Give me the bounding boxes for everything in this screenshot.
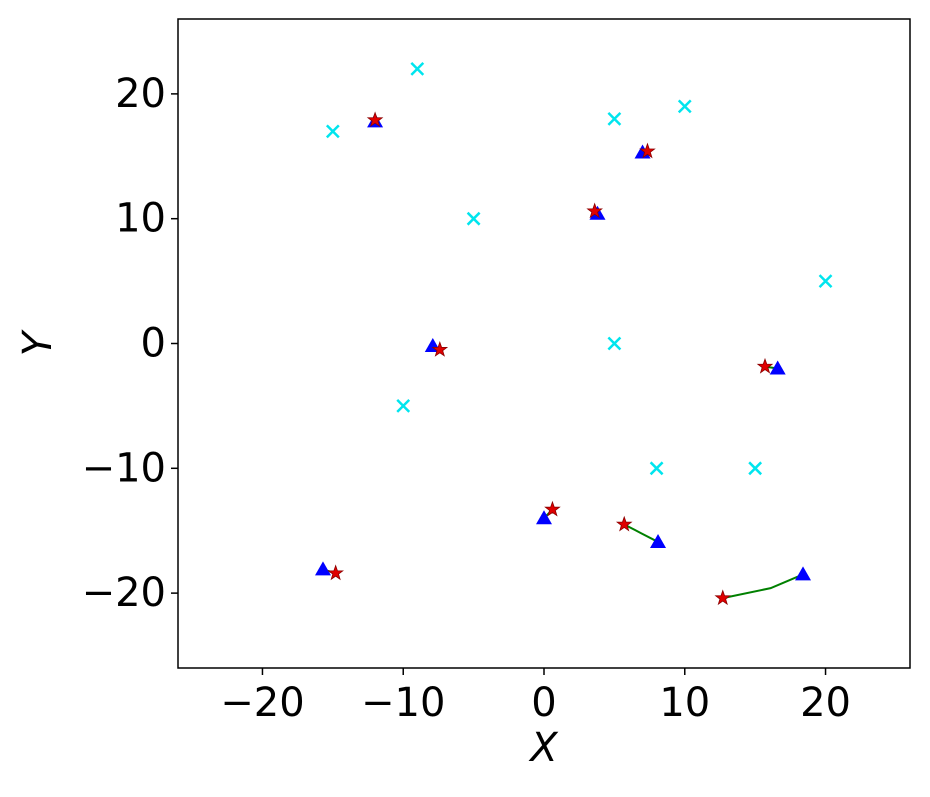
end-marker — [615, 515, 633, 532]
target-marker — [396, 399, 411, 413]
y-axis-label: Y — [15, 328, 61, 356]
start-marker — [769, 360, 786, 375]
y-tick-label: −10 — [82, 445, 166, 491]
target-marker — [818, 274, 833, 288]
start-marker — [795, 566, 812, 581]
x-tick-label: 0 — [531, 680, 556, 726]
target-marker — [607, 336, 622, 351]
start-marker — [314, 561, 331, 576]
target-marker — [607, 111, 622, 126]
x-tick-label: 20 — [800, 680, 851, 726]
y-tick-label: 10 — [115, 196, 166, 242]
trajectory — [722, 573, 804, 600]
end-marker — [327, 564, 344, 581]
target-marker — [466, 211, 481, 226]
x-tick-label: −20 — [220, 680, 304, 726]
y-tick-label: 20 — [115, 71, 166, 117]
x-axis-label: X — [528, 725, 559, 771]
target-marker — [649, 461, 664, 476]
trajectory — [623, 523, 659, 543]
y-tick-label: 0 — [141, 321, 166, 367]
end-marker — [366, 111, 384, 128]
end-marker — [544, 500, 561, 517]
end-marker — [756, 357, 774, 374]
y-tick-label: −20 — [82, 570, 166, 616]
start-marker — [650, 533, 667, 548]
end-marker — [431, 341, 449, 357]
target-marker — [748, 461, 763, 476]
target-marker — [325, 124, 340, 139]
plot-frame — [177, 18, 911, 669]
x-tick-label: 10 — [659, 680, 710, 726]
x-tick-label: −10 — [361, 680, 445, 726]
target-marker — [410, 62, 425, 76]
start-marker — [536, 510, 552, 525]
end-marker — [586, 202, 603, 219]
end-marker — [639, 142, 656, 159]
end-marker — [714, 589, 732, 606]
target-marker — [677, 99, 692, 114]
